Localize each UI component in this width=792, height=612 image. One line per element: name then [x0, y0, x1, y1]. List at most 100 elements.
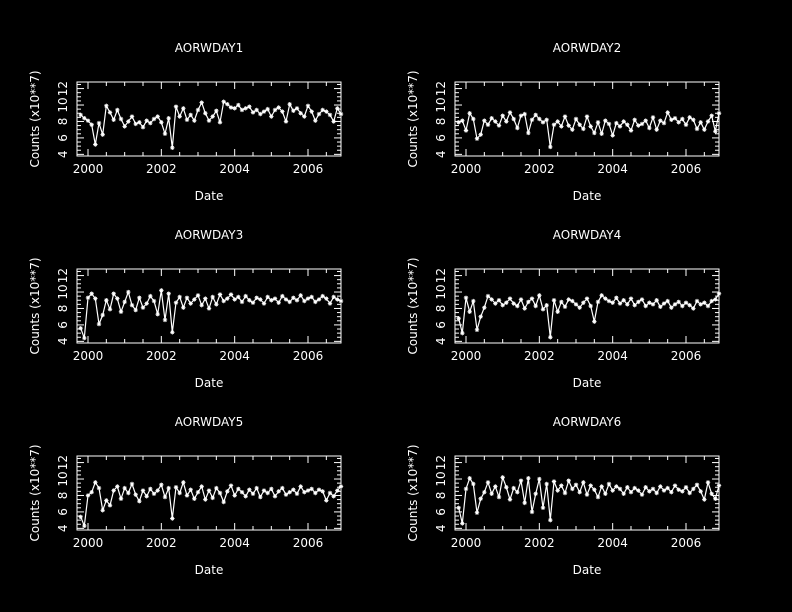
- data-point: [89, 489, 94, 495]
- data-point: [694, 126, 700, 132]
- data-point: [129, 481, 135, 487]
- data-point: [133, 121, 138, 127]
- data-point: [144, 118, 149, 123]
- data-point: [540, 307, 546, 312]
- data-point: [599, 131, 604, 136]
- data-point: [115, 484, 120, 489]
- y-tick-label: 12: [56, 455, 70, 470]
- data-point: [129, 302, 135, 308]
- data-point: [500, 475, 505, 480]
- data-point: [636, 299, 641, 305]
- data-point: [228, 105, 234, 110]
- data-point: [522, 306, 527, 311]
- data-point: [192, 297, 197, 302]
- data-point: [148, 120, 153, 126]
- data-point: [526, 299, 531, 305]
- data-point: [258, 111, 263, 117]
- data-point: [471, 116, 476, 122]
- data-point: [559, 483, 564, 488]
- data-point: [324, 498, 329, 503]
- data-point: [551, 298, 557, 303]
- data-point: [680, 489, 685, 494]
- data-point: [192, 496, 197, 501]
- data-point: [658, 118, 663, 123]
- data-point: [474, 510, 480, 515]
- data-point: [305, 103, 311, 109]
- data-point: [581, 480, 586, 485]
- data-point: [621, 491, 626, 497]
- data-point: [280, 485, 285, 491]
- data-point: [471, 481, 476, 487]
- data-point: [555, 309, 560, 314]
- data-point: [210, 294, 215, 300]
- data-point: [104, 498, 109, 503]
- data-point: [654, 490, 659, 496]
- series-line: [80, 289, 342, 339]
- data-point: [126, 289, 131, 295]
- y-tick-label: 6: [56, 508, 70, 516]
- data-point: [526, 476, 531, 481]
- data-point: [159, 120, 164, 125]
- data-point: [504, 485, 509, 490]
- y-tick-label: 4: [56, 338, 70, 346]
- data-point: [456, 316, 461, 321]
- data-point: [89, 122, 94, 127]
- data-point: [144, 301, 149, 306]
- data-point: [694, 482, 700, 487]
- data-point: [107, 110, 113, 115]
- x-tick-label: 2000: [451, 162, 482, 176]
- data-point: [566, 478, 571, 483]
- data-point: [192, 118, 197, 123]
- data-point: [151, 116, 157, 122]
- data-point: [170, 330, 175, 335]
- data-point: [489, 491, 494, 497]
- series-line: [458, 476, 720, 525]
- y-tick-label: 6: [56, 321, 70, 329]
- data-point: [460, 521, 465, 526]
- x-tick-label: 2000: [451, 536, 482, 550]
- data-point: [210, 114, 215, 119]
- y-tick-label: 12: [56, 268, 70, 283]
- data-point: [298, 293, 303, 298]
- data-point: [485, 480, 491, 485]
- data-point: [683, 122, 689, 127]
- x-tick-label: 2004: [219, 536, 250, 550]
- data-point: [709, 491, 714, 497]
- data-point: [243, 106, 248, 111]
- data-point: [493, 119, 498, 124]
- data-point: [639, 297, 645, 302]
- data-point: [338, 111, 344, 117]
- y-tick-label: 6: [56, 134, 70, 142]
- data-point: [181, 106, 186, 111]
- data-point: [188, 112, 193, 118]
- data-point: [548, 144, 553, 150]
- data-point: [269, 298, 274, 303]
- y-axis-label: Counts (x10**7): [406, 444, 420, 541]
- data-point: [522, 500, 527, 506]
- data-point: [276, 105, 281, 110]
- data-point: [338, 298, 344, 304]
- y-axis-label: Counts (x10**7): [28, 70, 42, 167]
- data-point: [467, 309, 472, 314]
- data-point: [665, 485, 670, 491]
- data-point: [584, 114, 590, 119]
- data-point: [456, 120, 461, 125]
- data-point: [614, 295, 619, 300]
- data-point: [100, 508, 105, 513]
- data-point: [283, 297, 289, 302]
- data-point: [261, 301, 267, 306]
- data-point: [610, 488, 615, 493]
- data-point: [118, 309, 124, 314]
- x-tick-label: 2004: [597, 349, 628, 363]
- series-line: [458, 111, 720, 148]
- data-point: [621, 298, 626, 303]
- y-tick-label: 4: [56, 151, 70, 159]
- data-point: [177, 490, 182, 496]
- data-point: [621, 119, 626, 124]
- chart-panel-2: AORWDAY2 Date Counts (x10**7) 2000 2002 2004 2…: [406, 41, 722, 203]
- data-point: [236, 486, 241, 492]
- x-tick-label: 2000: [73, 536, 104, 550]
- data-point: [181, 480, 186, 485]
- data-point: [606, 121, 612, 127]
- data-point: [291, 487, 296, 492]
